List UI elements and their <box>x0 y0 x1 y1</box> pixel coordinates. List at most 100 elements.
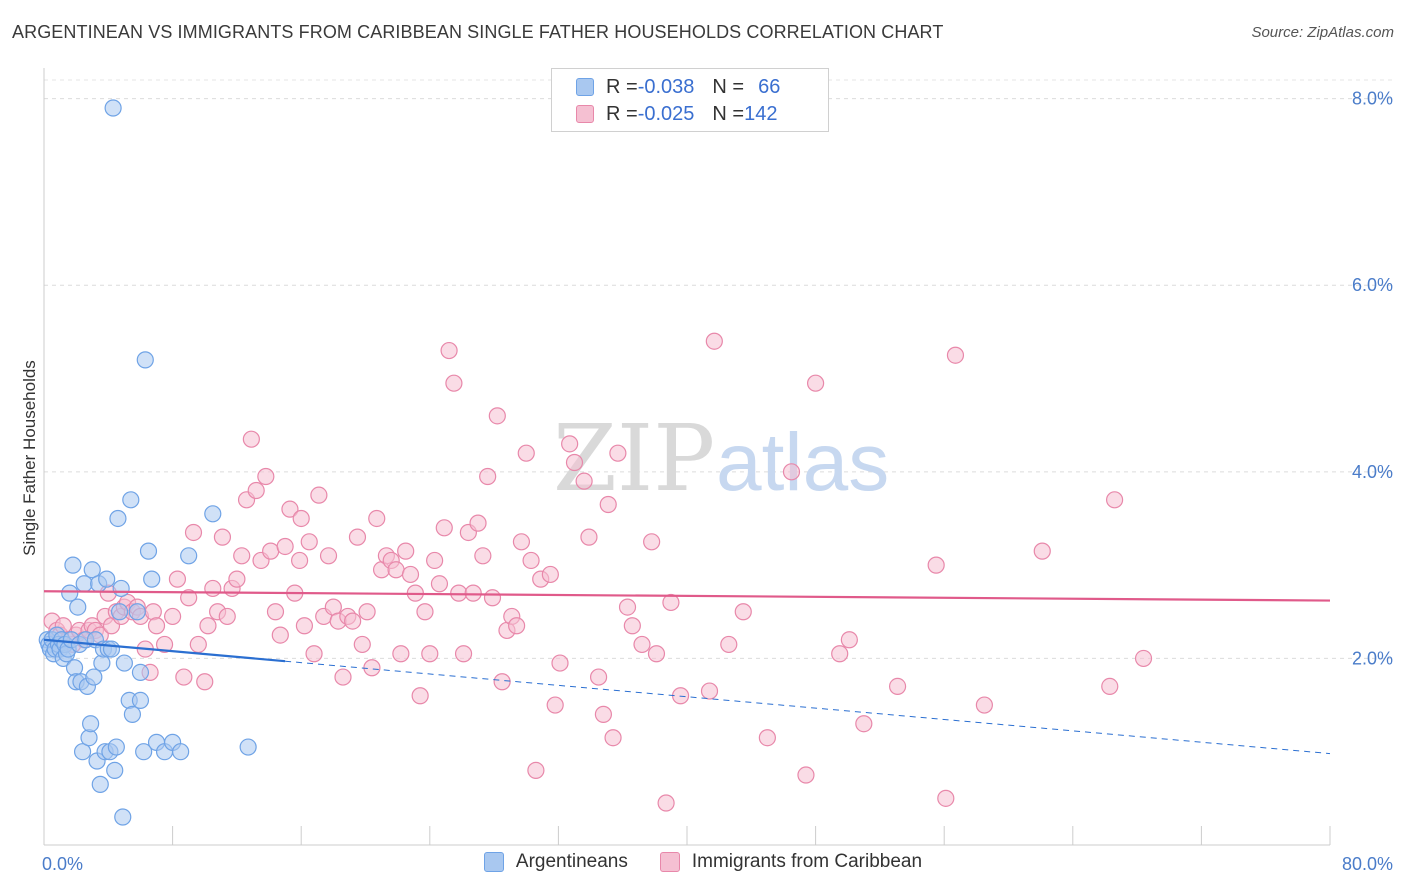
pink-point <box>483 589 502 607</box>
pink-point <box>546 696 564 714</box>
pink-point <box>401 565 420 584</box>
trend-lines <box>43 590 1331 755</box>
pink-point <box>348 528 367 546</box>
blue-point <box>114 808 132 826</box>
legend-row-pink: R = -0.025 N = 142 <box>576 102 777 126</box>
pink-point <box>430 575 449 593</box>
pink-point <box>700 682 719 700</box>
tick-labels: 2.0% 4.0% 6.0% 8.0% 0.0% 80.0% <box>42 89 1393 874</box>
legend-swatch-blue <box>576 78 594 96</box>
pink-point <box>421 645 439 663</box>
pink-point <box>464 584 482 602</box>
pink-point <box>218 607 236 626</box>
pink-point <box>551 654 569 672</box>
pink-point <box>662 593 680 612</box>
pink-point <box>276 537 294 556</box>
blue-point <box>180 547 198 565</box>
pink-point <box>353 635 371 654</box>
source-label: Source: ZipAtlas.com <box>1251 24 1394 41</box>
blue-series-points <box>38 99 257 826</box>
pink-point <box>855 715 873 733</box>
pink-point <box>647 645 666 663</box>
pink-point <box>435 519 453 537</box>
y-tick-label: 6.0% <box>1352 275 1393 295</box>
bottom-legend-item-argentineans: Argentineans <box>483 851 628 873</box>
y-tick-label: 2.0% <box>1352 648 1393 668</box>
pink-point <box>589 668 608 686</box>
pink-point <box>271 626 289 644</box>
legend-box: R = -0.038 N = 66 R = -0.025 N = 142 <box>551 68 829 132</box>
pink-point <box>363 659 381 677</box>
pink-point <box>310 486 328 504</box>
blue-point <box>107 738 125 756</box>
blue-point <box>64 556 82 574</box>
pink-point <box>233 547 251 565</box>
x-tick-label-max: 80.0% <box>1342 854 1393 874</box>
chart-title: ARGENTINEAN VS IMMIGRANTS FROM CARIBBEAN… <box>12 22 944 42</box>
pink-point <box>720 635 738 654</box>
blue-point <box>112 579 130 598</box>
pink-point <box>295 617 314 635</box>
legend-n-label: N = <box>712 102 745 125</box>
blue-point <box>135 743 153 761</box>
pink-point <box>937 789 955 807</box>
pink-point <box>454 645 473 663</box>
pink-trend-line <box>43 590 1331 602</box>
pink-point <box>975 696 993 714</box>
blue-point <box>136 351 154 369</box>
pink-point <box>334 668 352 686</box>
pink-point <box>358 603 376 621</box>
blue-point <box>109 509 127 528</box>
pink-point <box>643 533 661 551</box>
blue-point <box>69 598 87 616</box>
blue-point <box>131 663 150 682</box>
pink-point <box>479 467 497 486</box>
legend-row-blue: R = -0.038 N = 66 <box>576 75 780 99</box>
pink-point <box>344 612 362 630</box>
pink-point <box>1105 491 1124 509</box>
pink-point <box>411 687 429 705</box>
pink-point <box>305 645 323 663</box>
pink-point <box>155 635 174 654</box>
blue-trend-line-extension <box>285 660 1331 755</box>
pink-point <box>175 668 193 686</box>
blue-point <box>115 654 133 672</box>
pink-point <box>705 332 723 350</box>
grid-lines <box>44 79 1392 659</box>
bottom-legend-swatch-blue <box>483 852 504 872</box>
pink-point <box>508 617 526 635</box>
pink-point <box>609 444 627 462</box>
blue-point <box>98 570 116 588</box>
pink-point <box>164 607 182 626</box>
blue-point <box>143 570 161 588</box>
pink-point <box>168 570 187 588</box>
pink-point <box>633 635 651 654</box>
legend-r-label: R = <box>606 102 638 125</box>
legend-n-value: 142 <box>744 102 778 125</box>
pink-point <box>512 533 531 551</box>
legend-n-value: 66 <box>758 75 781 98</box>
blue-trend-line <box>43 638 286 663</box>
blue-point <box>110 603 129 621</box>
blue-point <box>131 691 150 709</box>
pink-point <box>426 551 444 570</box>
watermark-atlas: atlas <box>716 417 889 508</box>
pink-point <box>292 509 310 528</box>
blue-point <box>82 715 100 733</box>
pink-point <box>180 589 198 607</box>
x-tick-label-min: 0.0% <box>42 854 83 874</box>
pink-point <box>599 495 617 514</box>
pink-point <box>474 547 492 565</box>
pink-point <box>1101 677 1119 696</box>
legend-n-label: N = <box>712 75 745 98</box>
blue-point <box>239 738 257 756</box>
pink-point <box>734 603 752 621</box>
pink-point <box>147 617 166 635</box>
pink-point <box>565 453 584 472</box>
pink-point <box>469 514 487 532</box>
pink-point <box>604 729 622 747</box>
pink-point <box>927 556 945 574</box>
pink-point <box>575 472 593 490</box>
pink-point <box>196 673 214 691</box>
